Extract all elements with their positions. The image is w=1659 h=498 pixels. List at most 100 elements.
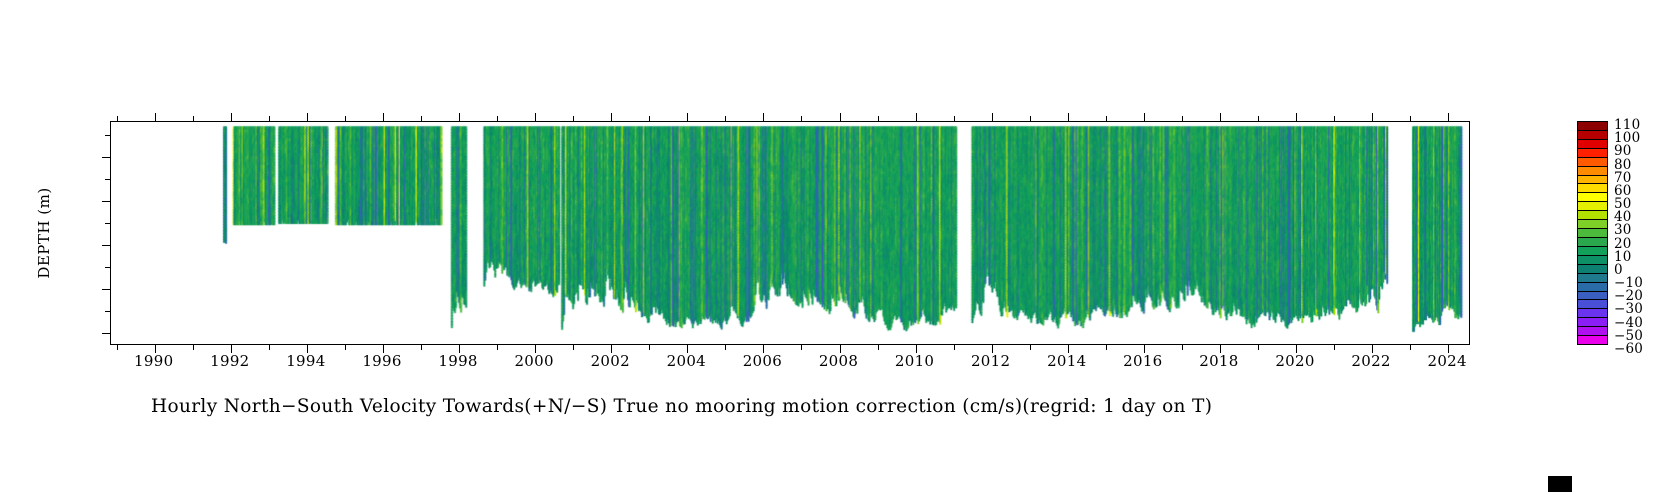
colorbar-tick-label: 60 xyxy=(1614,182,1632,199)
corner-marker xyxy=(1548,476,1572,492)
colorbar-cell xyxy=(1578,318,1607,328)
colorbar-cell xyxy=(1578,166,1607,176)
x-tick-minor xyxy=(573,344,575,350)
x-tick-label: 2010 xyxy=(894,352,935,370)
y-tick-minor xyxy=(105,266,111,268)
colorbar-tick-label: 0 xyxy=(1614,261,1623,278)
x-tick-minor xyxy=(268,116,270,122)
x-tick-minor xyxy=(801,116,803,122)
x-tick-minor xyxy=(1257,116,1259,122)
x-tick-major xyxy=(154,344,156,353)
colorbar-tick-label: 110 xyxy=(1614,117,1641,133)
x-tick-major xyxy=(763,344,765,353)
x-tick-major xyxy=(687,344,689,353)
x-tick-major xyxy=(383,113,384,122)
colorbar-tick-label: 70 xyxy=(1614,169,1632,186)
x-tick-minor xyxy=(497,344,499,350)
x-tick-minor xyxy=(116,344,118,350)
heatmap-plot-area xyxy=(102,113,1470,353)
x-tick-label: 2006 xyxy=(742,352,783,370)
colorbar-cell xyxy=(1578,157,1607,167)
x-tick-minor xyxy=(421,116,423,122)
x-tick-label: 1992 xyxy=(210,352,250,370)
colorbar-cell xyxy=(1578,175,1607,185)
x-tick-major xyxy=(1372,344,1374,353)
colorbar-cell xyxy=(1578,193,1607,203)
y-tick-major xyxy=(102,201,111,203)
x-tick-minor xyxy=(725,344,727,350)
x-tick-minor xyxy=(1029,116,1031,122)
y-tick-major xyxy=(102,244,111,246)
x-tick-label: 1998 xyxy=(438,352,478,370)
x-tick-major xyxy=(763,113,765,122)
x-tick-minor xyxy=(953,344,955,350)
x-tick-major xyxy=(611,344,613,353)
x-tick-minor xyxy=(725,116,727,122)
colorbar xyxy=(1577,121,1608,345)
x-tick-major xyxy=(459,344,461,353)
colorbar-cell xyxy=(1578,211,1607,221)
x-tick-major xyxy=(535,344,537,353)
x-tick-label: 2008 xyxy=(818,352,859,370)
colorbar-tick-label: 100 xyxy=(1614,130,1641,147)
x-tick-minor xyxy=(1181,116,1183,122)
colorbar-cell xyxy=(1578,148,1607,158)
colorbar-tick-label: −60 xyxy=(1614,341,1644,357)
colorbar-cell xyxy=(1578,264,1607,274)
x-tick-major xyxy=(915,344,917,353)
x-tick-label: 2000 xyxy=(514,352,554,370)
colorbar-cell xyxy=(1578,184,1607,194)
x-tick-label: 1994 xyxy=(286,352,326,370)
x-tick-label: 2002 xyxy=(590,352,630,370)
colorbar-cell xyxy=(1578,273,1607,283)
x-tick-major xyxy=(1448,113,1450,122)
x-tick-minor xyxy=(649,116,651,122)
x-tick-minor xyxy=(1257,344,1259,350)
x-tick-major xyxy=(154,113,156,122)
x-tick-minor xyxy=(497,116,499,122)
y-tick-major xyxy=(102,332,111,334)
x-tick-label: 2018 xyxy=(1199,352,1239,370)
x-tick-major xyxy=(1067,344,1069,353)
y-tick-minor xyxy=(105,223,111,225)
x-tick-minor xyxy=(877,344,879,350)
x-tick-major xyxy=(383,344,384,353)
x-tick-label: 2024 xyxy=(1427,352,1467,370)
x-tick-minor xyxy=(344,116,346,122)
x-tick-label: 1996 xyxy=(362,352,402,370)
colorbar-cell xyxy=(1578,291,1607,301)
colorbar-tick-label: 50 xyxy=(1614,196,1632,213)
x-tick-minor xyxy=(573,116,575,122)
x-tick-label: 2022 xyxy=(1351,352,1391,370)
colorbar-cell xyxy=(1578,229,1607,238)
x-tick-minor xyxy=(421,344,423,350)
colorbar-cell xyxy=(1578,282,1607,292)
colorbar-cell xyxy=(1578,122,1607,131)
colorbar-cell xyxy=(1578,309,1607,319)
x-tick-major xyxy=(839,344,841,353)
x-tick-minor xyxy=(801,344,803,350)
x-tick-minor xyxy=(268,344,270,350)
x-tick-label: 2012 xyxy=(970,352,1011,370)
x-tick-major xyxy=(306,344,308,353)
colorbar-cell xyxy=(1578,246,1607,256)
x-tick-minor xyxy=(1105,116,1107,122)
x-tick-minor xyxy=(1410,116,1412,122)
x-tick-major xyxy=(1143,344,1145,353)
x-tick-major xyxy=(1448,344,1450,353)
x-tick-major xyxy=(1219,113,1221,122)
x-tick-minor xyxy=(1105,344,1107,350)
y-tick-minor xyxy=(105,135,111,137)
colorbar-tick-label: −40 xyxy=(1614,314,1644,331)
x-tick-major xyxy=(230,344,232,353)
x-tick-minor xyxy=(116,116,118,122)
x-tick-major xyxy=(1296,344,1297,353)
plot-title: Hourly North−South Velocity Towards(+N/−… xyxy=(151,396,1213,417)
y-axis-title: DEPTH (m) xyxy=(35,187,53,279)
colorbar-cell xyxy=(1578,255,1607,265)
x-tick-minor xyxy=(1181,344,1183,350)
y-tick-major xyxy=(102,288,111,290)
x-tick-major xyxy=(991,344,993,353)
x-tick-minor xyxy=(192,116,194,122)
x-tick-major xyxy=(1219,344,1221,353)
